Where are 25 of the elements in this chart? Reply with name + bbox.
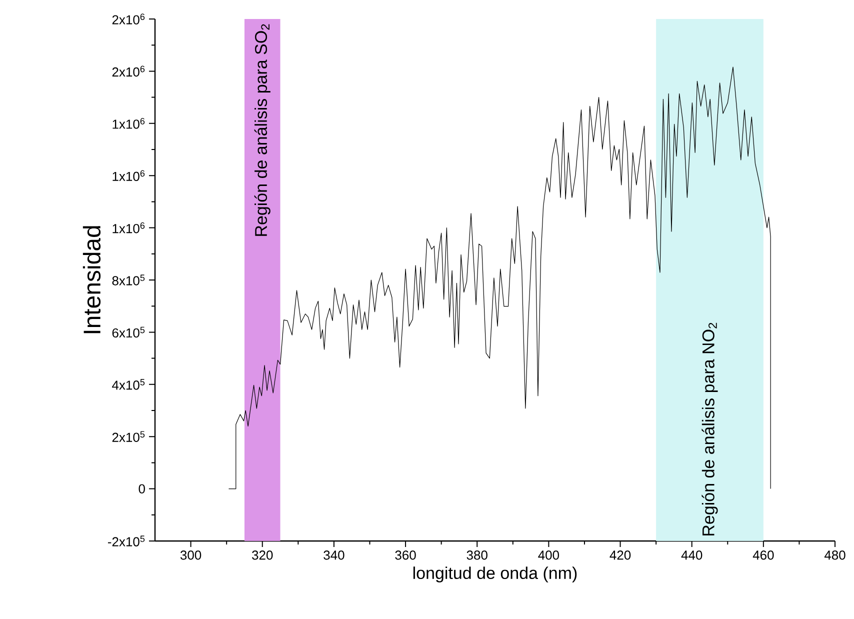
x-axis-title: longitud de onda (nm) (413, 566, 577, 582)
band-label: Región de análisis para SO$_{2}$ (254, 24, 270, 236)
y-tick-label: 2x10$^{6}$ (112, 14, 145, 24)
x-tick-label: 360 (395, 550, 416, 560)
y-tick-label: 1x10$^{6}$ (112, 170, 145, 182)
y-tick-label: 2x10$^{5}$ (112, 431, 145, 442)
x-tick-label: 460 (752, 550, 774, 560)
x-tick-label: 420 (610, 550, 631, 560)
band-label: Región de análisis para NO$_{2}$ (702, 322, 718, 536)
x-tick-label: 440 (681, 550, 702, 560)
y-axis-title: Intensidad (82, 226, 101, 334)
x-tick-label: 480 (824, 550, 846, 560)
x-tick-label: 380 (466, 550, 488, 560)
x-tick-label: 400 (538, 550, 560, 560)
x-tick-label: 300 (180, 550, 202, 560)
y-tick-label: 8x10$^{5}$ (112, 274, 145, 286)
y-tick-label: -2x10$^{5}$ (108, 536, 145, 546)
y-tick-label: 1x10$^{6}$ (112, 222, 145, 234)
y-tick-label: 6x10$^{5}$ (112, 326, 145, 338)
y-tick-label: 1x10$^{6}$ (112, 118, 145, 129)
y-tick-label: 2x10$^{6}$ (112, 66, 145, 77)
y-tick-label: 4x10$^{5}$ (112, 379, 145, 390)
x-tick-label: 340 (324, 550, 344, 560)
y-tick-label: 0 (138, 484, 145, 494)
x-tick-label: 320 (252, 550, 273, 560)
